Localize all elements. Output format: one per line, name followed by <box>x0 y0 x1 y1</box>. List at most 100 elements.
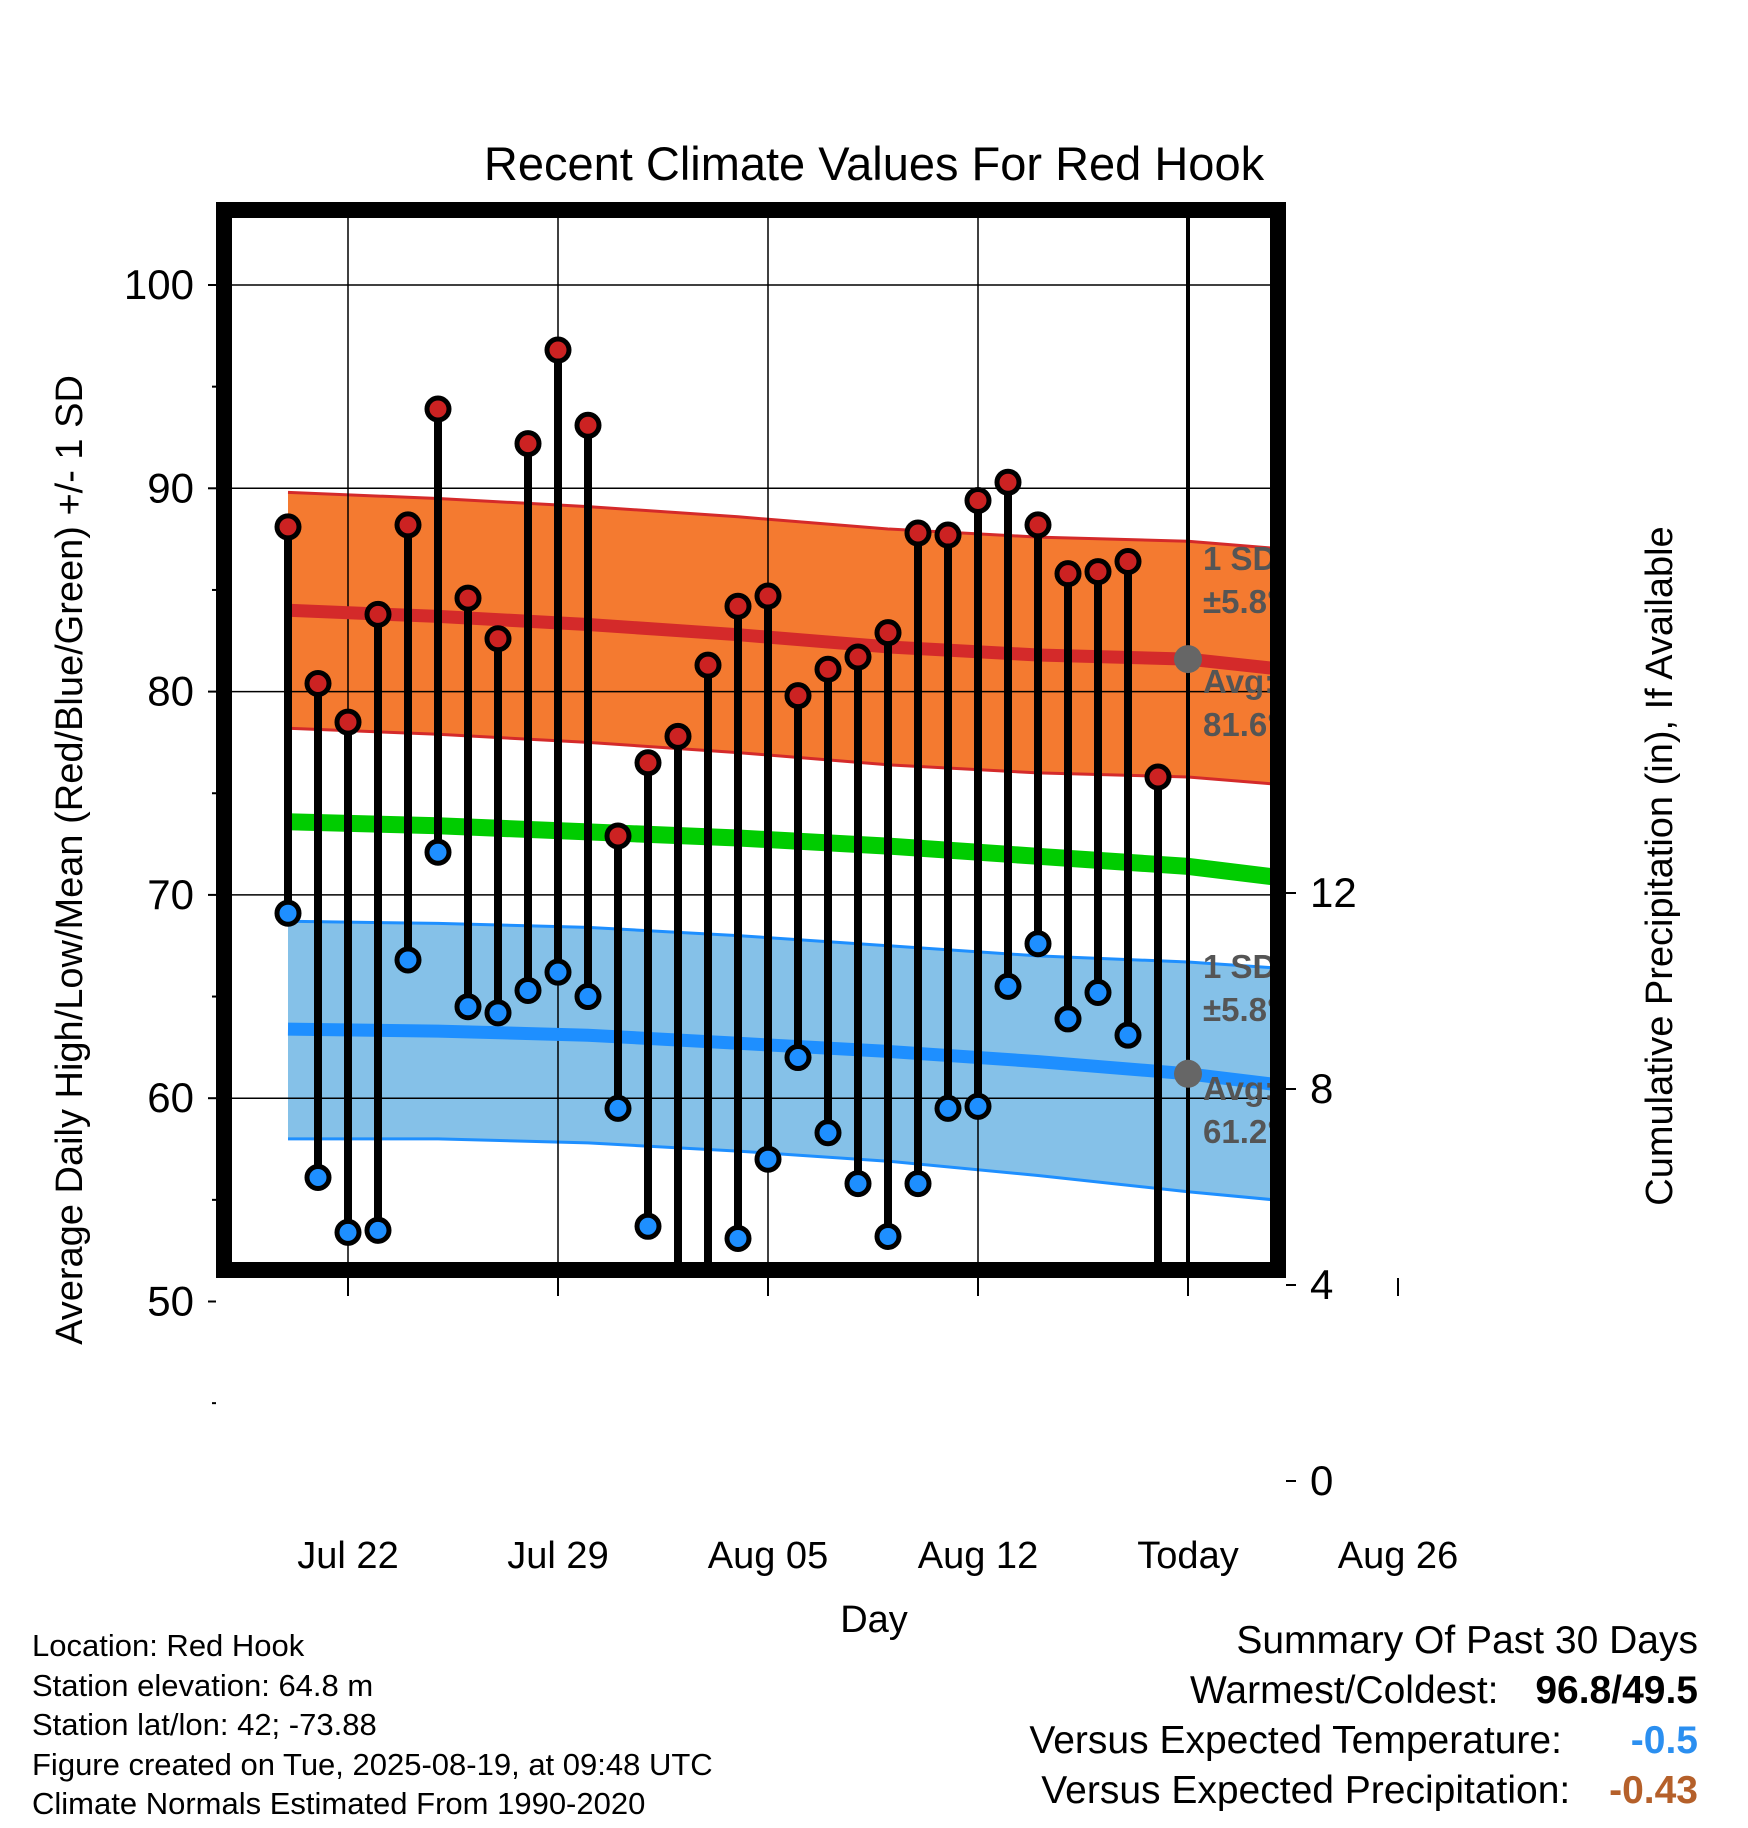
high-point <box>1084 558 1112 586</box>
low-point <box>1084 978 1112 1006</box>
low-point <box>634 1212 662 1240</box>
high-upper-line <box>287 490 1278 551</box>
x-tick-label: Aug 12 <box>918 1535 1038 1577</box>
y2-tick-label: 8 <box>1310 1065 1333 1112</box>
warmest-label: Warmest/Coldest: <box>1190 1669 1499 1712</box>
low-point <box>814 1119 842 1147</box>
precip-row: Versus Expected Precipitation: -0.43 <box>1029 1766 1698 1816</box>
y-tick-label: 90 <box>147 464 194 511</box>
high-point <box>964 486 992 514</box>
high-point <box>724 592 752 620</box>
low-point <box>784 1044 812 1072</box>
high-point <box>424 395 452 423</box>
high-point <box>634 749 662 777</box>
high-point <box>994 468 1022 496</box>
x-tick-label: Aug 05 <box>708 1535 828 1577</box>
high-point <box>934 521 962 549</box>
high-point <box>1114 547 1142 575</box>
x-tick-label: Aug 26 <box>1338 1535 1458 1577</box>
plot-area: 1 SD: ±5.8°F Avg: 81.6°F 1 SD: ±5.8°F Avg: 61.2… <box>124 202 1518 1577</box>
low-point <box>964 1092 992 1120</box>
low-point <box>544 958 572 986</box>
high-point <box>394 511 422 539</box>
high-point <box>364 600 392 628</box>
y-tick-label: 80 <box>147 668 194 715</box>
low-sd-annotation: 1 SD: ±5.8°F <box>1203 948 1300 1028</box>
low-point <box>364 1216 392 1244</box>
low-point <box>424 838 452 866</box>
high-point <box>304 669 332 697</box>
low-point <box>1147 1278 1169 1300</box>
low-point <box>454 993 482 1021</box>
high-point <box>1024 511 1052 539</box>
low-avg-annotation: Avg: 61.2°F <box>1203 1070 1301 1150</box>
precip-area <box>276 1295 1518 1481</box>
y-tick-label: 70 <box>147 871 194 918</box>
chart-title: Recent Climate Values For Red Hook <box>484 137 1265 190</box>
high-point <box>1144 763 1172 791</box>
warmest-value: 96.8/49.5 <box>1535 1669 1698 1712</box>
temp-value: -0.5 <box>1630 1719 1698 1762</box>
high-point <box>454 584 482 612</box>
low-point <box>574 983 602 1011</box>
x-axis-label: Day <box>840 1599 908 1641</box>
low-point <box>1024 930 1052 958</box>
high-sd-annotation: 1 SD: ±5.8°F <box>1203 540 1300 620</box>
low-point <box>304 1163 332 1191</box>
low-point <box>394 946 422 974</box>
location-text: Location: Red Hook <box>32 1628 305 1663</box>
high-point <box>604 822 632 850</box>
low-point <box>514 976 542 1004</box>
low-point <box>667 1276 689 1298</box>
precip-value: -0.43 <box>1609 1769 1698 1812</box>
low-point <box>697 1301 719 1323</box>
today-days-label: 30 Days <box>1197 1372 1283 1458</box>
low-point <box>1114 1021 1142 1049</box>
low-point <box>724 1224 752 1252</box>
high-point <box>274 513 302 541</box>
normals-text: Climate Normals Estimated From 1990-2020 <box>32 1786 646 1821</box>
high-point <box>814 655 842 683</box>
low-point <box>874 1222 902 1250</box>
low-point <box>1054 1005 1082 1033</box>
temp-label: Versus Expected Temperature: <box>1029 1719 1562 1762</box>
low-point <box>604 1094 632 1122</box>
high-avg-annotation: Avg: 81.6°F <box>1203 663 1301 743</box>
low-point <box>754 1145 782 1173</box>
low-point <box>904 1170 932 1198</box>
low-point <box>274 899 302 927</box>
elevation-text: Station elevation: 64.8 m <box>32 1667 374 1703</box>
y2-axis-label: Cumulative Precipitation (in), If Availa… <box>1639 526 1681 1205</box>
summary-panel: Summary Of Past 30 Days Warmest/Coldest:… <box>1029 1616 1698 1816</box>
x-tick-label: Today <box>1137 1535 1238 1577</box>
low-point <box>994 972 1022 1000</box>
low-point <box>484 999 512 1027</box>
created-text: Figure created on Tue, 2025-08-19, at 09… <box>32 1746 713 1782</box>
low-point <box>844 1170 872 1198</box>
high-point <box>514 430 542 458</box>
low-point <box>334 1218 362 1246</box>
x-tick-label: Jul 22 <box>297 1535 398 1577</box>
high-point <box>484 625 512 653</box>
high-point <box>334 708 362 736</box>
y2-tick-label: 0 <box>1310 1457 1333 1504</box>
y2-tick-label: 4 <box>1310 1261 1333 1308</box>
plot-inner: 1 SD: ±5.8°F Avg: 81.6°F 1 SD: ±5.8°F Avg: 61.2… <box>224 210 1518 1481</box>
temp-row: Versus Expected Temperature: -0.5 <box>1029 1716 1698 1766</box>
high-point <box>1054 560 1082 588</box>
y-tick-label: 100 <box>124 261 194 308</box>
precip-label: Versus Expected Precipitation: <box>1041 1769 1571 1812</box>
high-point <box>694 651 722 679</box>
warmest-row: Warmest/Coldest: 96.8/49.5 <box>1029 1666 1698 1716</box>
low-point <box>934 1094 962 1122</box>
high-point <box>784 682 812 710</box>
plot-frame <box>216 202 1286 1278</box>
y-tick-label: 60 <box>147 1074 194 1121</box>
y-tick-label: 50 <box>147 1278 194 1325</box>
y2-tick-label: 12 <box>1310 869 1357 916</box>
low-today-marker <box>1174 1059 1202 1088</box>
high-point <box>754 582 782 610</box>
high-point <box>544 336 572 364</box>
x-tick-label: Jul 29 <box>507 1535 608 1577</box>
